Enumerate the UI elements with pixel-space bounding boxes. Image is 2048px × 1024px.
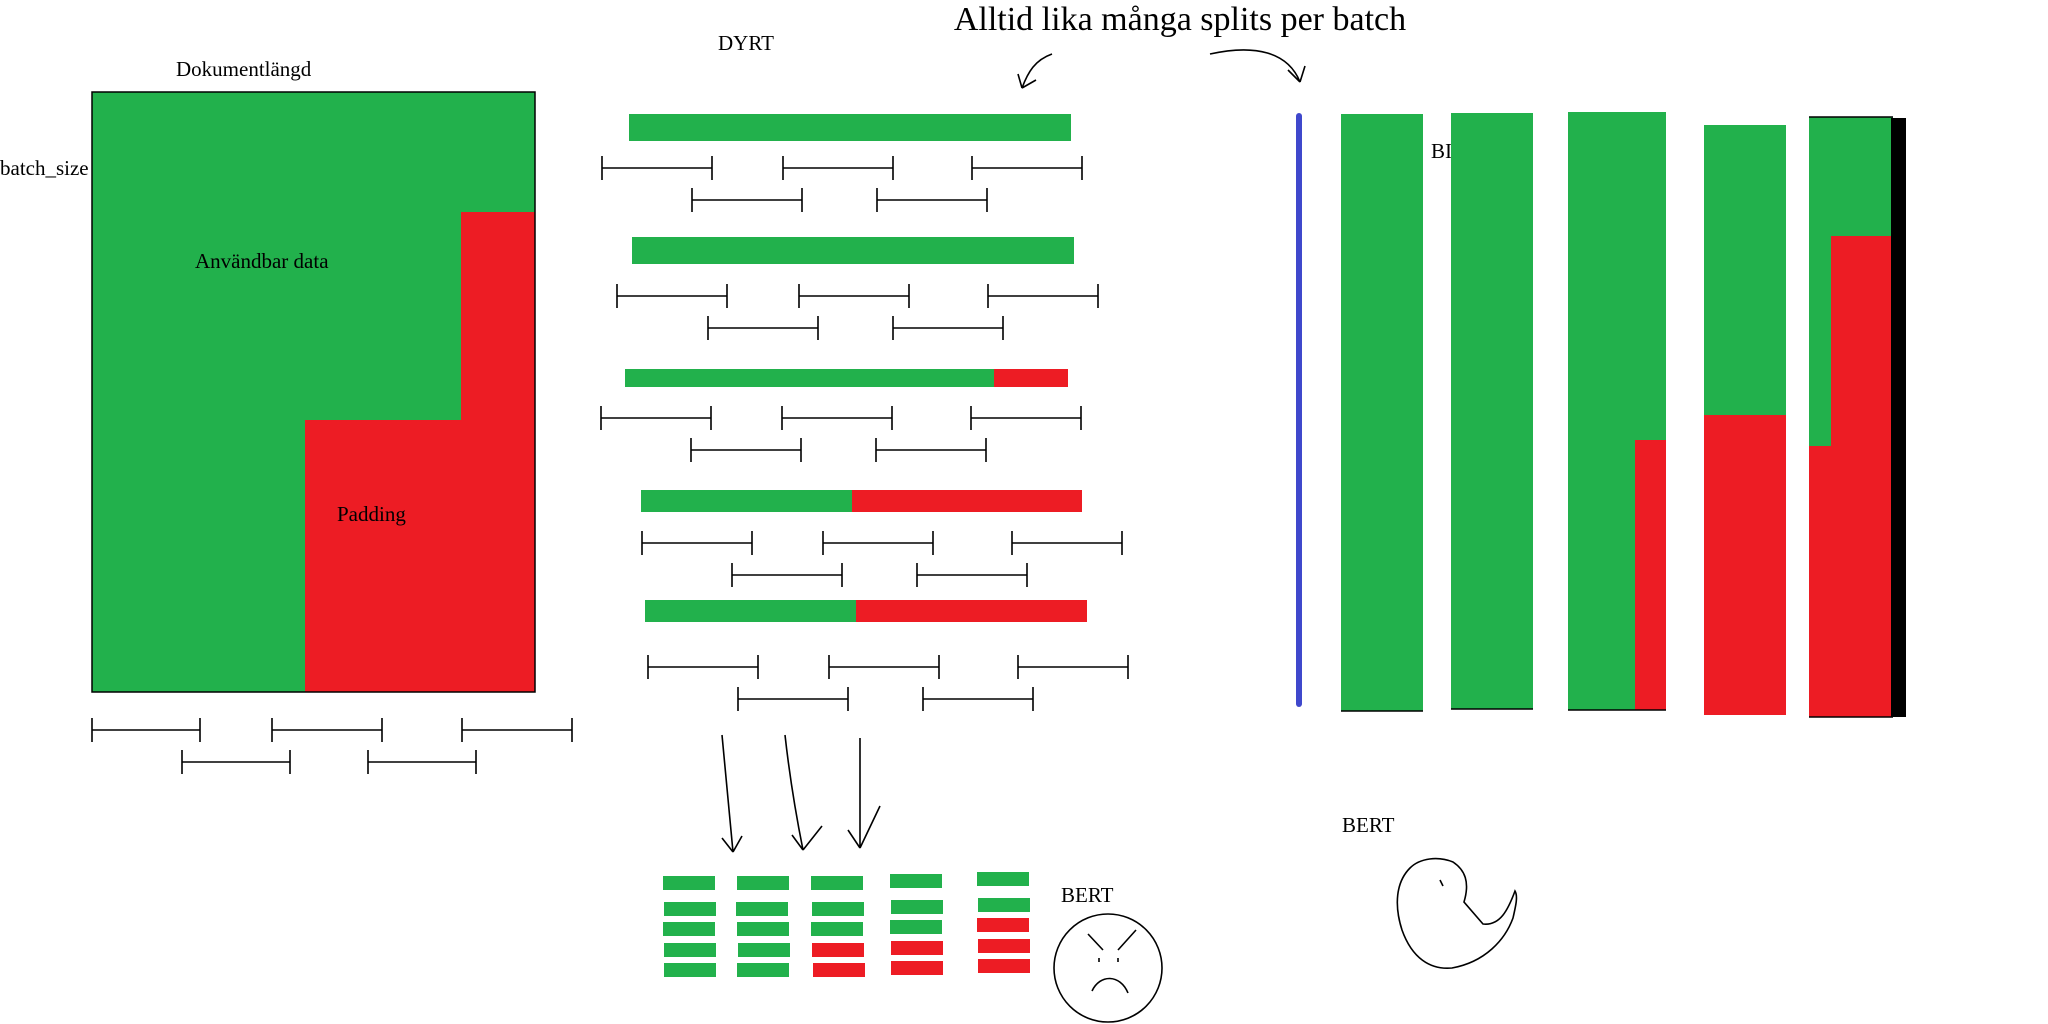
label-usable-data: Användbar data (195, 249, 329, 273)
matrix-border (91, 91, 536, 693)
down-arrows (721, 734, 881, 853)
expensive-row-4-padding (852, 490, 1082, 512)
label-expensive: DYRT (718, 31, 774, 55)
expensive-row-5-padding (856, 600, 1087, 622)
cheap-column-1-data (1341, 114, 1423, 711)
expensive-row-3-padding (994, 369, 1068, 387)
cheap-column-5-padding (1809, 236, 1893, 717)
cheap-column-3-padding (1635, 440, 1666, 710)
cheap-column-5-border (1891, 118, 1906, 717)
label-batch-size: batch_size (0, 156, 89, 180)
expensive-row-5-data (645, 600, 856, 622)
cheap-columns (1341, 112, 1906, 718)
label-bert-happy: BERT (1342, 813, 1395, 837)
title-arrow-left (1017, 53, 1053, 89)
mini-split-grid (663, 872, 1030, 977)
expensive-row-2-data (632, 237, 1074, 264)
padding-region (305, 212, 535, 692)
bert-sad-face-icon (1053, 913, 1163, 1023)
left-split-markers (91, 718, 573, 774)
title: Alltid lika många splits per batch (954, 1, 1406, 38)
title-arrow-right (1209, 49, 1306, 83)
label-doc-length: Dokumentlängd (176, 57, 312, 81)
document-matrix (91, 91, 536, 693)
label-bert-sad: BERT (1061, 883, 1114, 907)
expensive-row-1-data (629, 114, 1071, 141)
cheap-column-2-data (1451, 113, 1533, 709)
label-padding: Padding (337, 502, 406, 526)
expensive-row-4-data (641, 490, 852, 512)
bert-happy-pacman-icon (1396, 857, 1518, 969)
expensive-row-3-data (625, 369, 994, 387)
expensive-rows (625, 114, 1087, 622)
expensive-split-markers (600, 156, 1129, 711)
cheap-column-4-padding (1704, 415, 1786, 715)
